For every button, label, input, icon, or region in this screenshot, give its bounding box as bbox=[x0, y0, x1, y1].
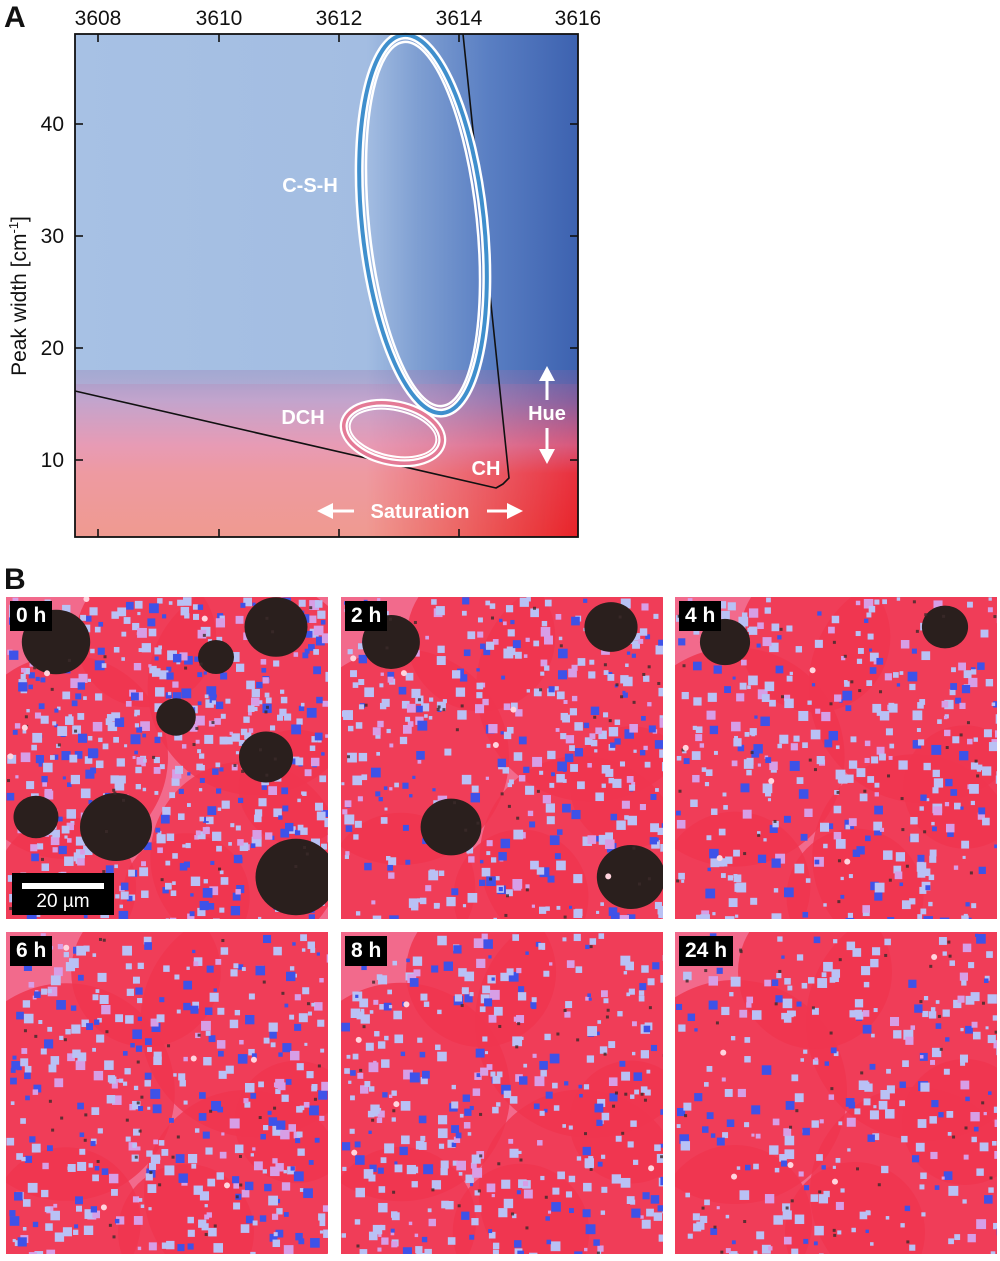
dch-label: DCH bbox=[281, 407, 324, 429]
x-tick-label: 3608 bbox=[75, 7, 122, 30]
x-tick-label: 3614 bbox=[436, 7, 483, 30]
color-map bbox=[75, 34, 578, 537]
x-tick-label: 3612 bbox=[316, 7, 363, 30]
saturation-label: Saturation bbox=[371, 501, 470, 523]
panel-a-chart: 3608 3610 3612 3614 3616 10 20 30 40 Pea… bbox=[6, 7, 600, 538]
y-tick-label: 10 bbox=[41, 449, 64, 472]
hydration-map-tile: 0 h 20 µm bbox=[6, 597, 328, 919]
saturation-arrows bbox=[317, 503, 523, 519]
time-label: 6 h bbox=[10, 936, 53, 966]
csh-label: C-S-H bbox=[282, 175, 338, 197]
scale-bar: 20 µm bbox=[12, 873, 114, 915]
y-ticks bbox=[75, 123, 578, 461]
hue-arrows bbox=[539, 366, 555, 464]
dch-ellipse bbox=[339, 398, 447, 468]
time-label: 8 h bbox=[345, 936, 388, 966]
plot-frame bbox=[74, 33, 579, 538]
time-label: 4 h bbox=[679, 601, 722, 631]
panel-b-letter: B bbox=[4, 563, 26, 596]
ch-region-boundary bbox=[74, 33, 510, 489]
time-label: 0 h bbox=[10, 601, 53, 631]
y-tick-labels: 10 20 30 40 bbox=[41, 113, 64, 472]
x-tick-label: 3616 bbox=[555, 7, 600, 30]
hue-label: Hue bbox=[528, 403, 566, 425]
hydration-map-tile: 4 h bbox=[675, 597, 997, 919]
time-label: 2 h bbox=[345, 601, 388, 631]
ch-label: CH bbox=[472, 458, 501, 480]
scale-bar-label: 20 µm bbox=[36, 891, 90, 912]
panel-a-letter: A bbox=[4, 1, 26, 34]
csh-ellipse bbox=[354, 30, 492, 418]
hydration-map-tile: 6 h bbox=[6, 932, 328, 1254]
y-tick-label: 40 bbox=[41, 113, 64, 136]
hydration-map-tile: 24 h bbox=[675, 932, 997, 1254]
y-tick-label: 30 bbox=[41, 225, 64, 248]
hydration-map-tile: 2 h bbox=[341, 597, 663, 919]
x-tick-labels: 3608 3610 3612 3614 3616 bbox=[75, 7, 600, 30]
time-label: 24 h bbox=[679, 936, 734, 966]
hydration-map-tile: 8 h bbox=[341, 932, 663, 1254]
y-tick-label: 20 bbox=[41, 337, 64, 360]
y-axis-label: Peak width [cm-1] bbox=[6, 216, 31, 376]
x-tick-label: 3610 bbox=[196, 7, 243, 30]
x-ticks bbox=[97, 34, 460, 537]
